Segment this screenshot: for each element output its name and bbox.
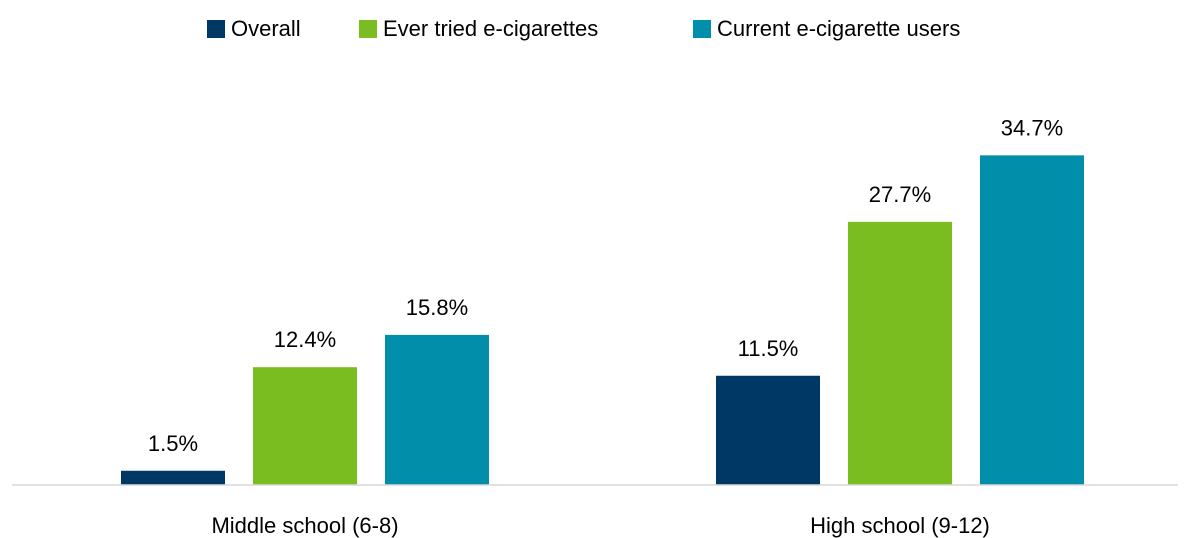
data-label-overall-high-school-9-12: 11.5% xyxy=(738,336,799,361)
bar-overall-middle-school-6-8 xyxy=(121,470,225,485)
data-label-current-e-cigarette-users-middle-school-6-8: 15.8% xyxy=(406,295,468,320)
category-label-middle-school-6-8: Middle school (6-8) xyxy=(211,513,398,538)
legend-item-ever-tried-e-cigarettes: Ever tried e-cigarettes xyxy=(359,16,598,41)
legend-swatch-current-e-cigarette-users xyxy=(693,20,711,38)
legend: Overall Ever tried e-cigarettes Current e-… xyxy=(207,16,960,41)
bar-ever-tried-e-cigarettes-high-school-9-12 xyxy=(848,221,952,485)
legend-item-current-e-cigarette-users: Current e-cigarette users xyxy=(693,16,960,41)
data-label-ever-tried-e-cigarettes-high-school-9-12: 27.7% xyxy=(869,182,931,207)
category-label-high-school-9-12: High school (9-12) xyxy=(810,513,990,538)
bars-group xyxy=(121,155,1084,485)
data-label-current-e-cigarette-users-high-school-9-12: 34.7% xyxy=(1001,115,1063,140)
data-labels-group: 1.5% 12.4% 15.8% 11.5% 27.7% 34.7% xyxy=(148,115,1063,455)
data-label-overall-middle-school-6-8: 1.5% xyxy=(148,431,198,456)
legend-label-ever-tried-e-cigarettes: Ever tried e-cigarettes xyxy=(383,16,598,41)
legend-swatch-ever-tried-e-cigarettes xyxy=(359,20,377,38)
bar-current-e-cigarette-users-middle-school-6-8 xyxy=(385,334,489,485)
bar-overall-high-school-9-12 xyxy=(716,375,820,485)
category-labels-group: Middle school (6-8) High school (9-12) xyxy=(211,513,989,538)
legend-label-current-e-cigarette-users: Current e-cigarette users xyxy=(717,16,960,41)
legend-label-overall: Overall xyxy=(231,16,301,41)
legend-swatch-overall xyxy=(207,20,225,38)
data-label-ever-tried-e-cigarettes-middle-school-6-8: 12.4% xyxy=(274,327,336,352)
legend-item-overall: Overall xyxy=(207,16,301,41)
bar-ever-tried-e-cigarettes-middle-school-6-8 xyxy=(253,367,357,485)
bar-current-e-cigarette-users-high-school-9-12 xyxy=(980,155,1084,485)
